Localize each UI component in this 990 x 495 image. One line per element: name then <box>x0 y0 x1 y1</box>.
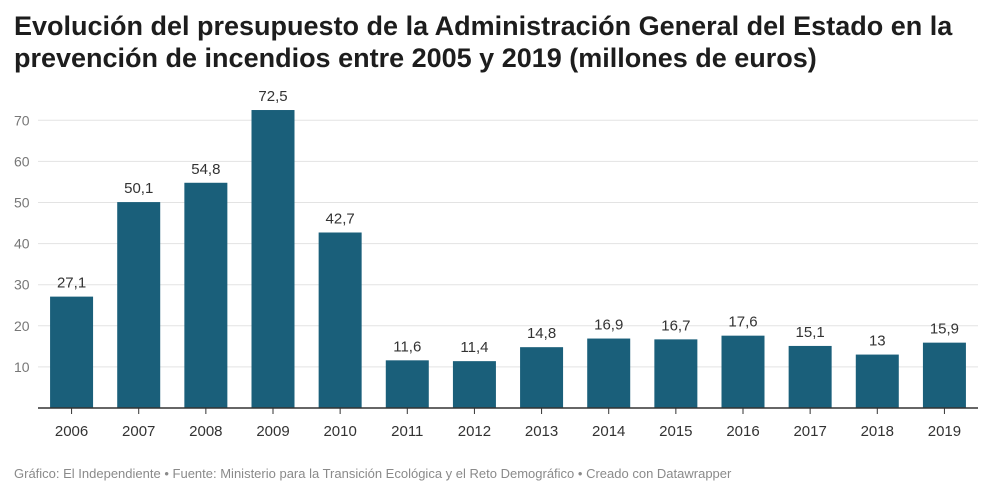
bar-value-label: 14,8 <box>527 325 556 342</box>
bar <box>452 361 496 408</box>
x-tick-label: 2010 <box>323 423 356 440</box>
x-tick-label: 2011 <box>391 423 423 440</box>
gridlines <box>38 119 978 368</box>
bar <box>721 335 765 408</box>
bar <box>520 347 564 408</box>
bar-value-label: 72,5 <box>258 88 287 105</box>
y-axis-ticks: 10 20 30 40 50 60 70 <box>14 112 30 375</box>
x-tick-label: 2018 <box>861 423 894 440</box>
bar-value-label: 15,1 <box>796 324 825 341</box>
bar <box>251 110 295 409</box>
bar <box>654 339 698 408</box>
x-tick-label: 2008 <box>189 423 222 440</box>
bar <box>855 354 899 408</box>
x-tick-label: 2019 <box>928 423 961 440</box>
chart-title: Evolución del presupuesto de la Administ… <box>14 11 953 73</box>
y-tick-label: 50 <box>14 195 30 211</box>
bar-value-label: 11,6 <box>393 338 421 355</box>
bar-value-label: 17,6 <box>728 314 757 331</box>
x-tick-label: 2017 <box>793 423 826 440</box>
footer-graphic-credit: Gráfico: El Independiente <box>14 466 161 481</box>
y-tick-label: 70 <box>14 112 30 128</box>
bar <box>788 345 832 408</box>
bar <box>922 342 966 408</box>
x-tick-label: 2015 <box>659 423 692 440</box>
bar <box>50 296 94 408</box>
bar-value-label: 16,7 <box>661 317 690 334</box>
bar <box>385 360 429 408</box>
bars <box>50 110 966 409</box>
y-tick-label: 40 <box>14 236 30 252</box>
x-tick-label: 2014 <box>592 423 625 440</box>
bar-value-label: 16,9 <box>594 317 623 334</box>
x-tick-label: 2016 <box>726 423 759 440</box>
bar <box>587 338 631 408</box>
y-tick-label: 60 <box>14 153 30 169</box>
bar <box>117 202 161 408</box>
footer-source: Fuente: Ministerio para la Transición Ec… <box>172 466 575 481</box>
value-labels: 27,1 50,1 54,8 72,5 42,7 11,6 11,4 14,8 16,9 16,7… <box>57 88 959 356</box>
y-tick-label: 10 <box>14 359 30 375</box>
x-tick-label: 2006 <box>55 423 88 440</box>
bar-value-label: 42,7 <box>326 211 355 228</box>
x-tick-label: 2009 <box>256 423 289 440</box>
x-tick-label: 2012 <box>458 423 491 440</box>
bar <box>184 182 228 408</box>
footer-separator: • <box>164 466 169 481</box>
bar <box>318 232 362 408</box>
bar-value-label: 13 <box>869 333 886 350</box>
x-axis-ticks: 2006 2007 2008 2009 2010 2011 2012 2013 2014 2015… <box>55 408 961 440</box>
bar-chart: 10 20 30 40 50 60 70 27,1 50,1 54,8 72,5 42,7 11,6 1… <box>14 88 978 440</box>
x-tick-label: 2007 <box>122 423 155 440</box>
bar-value-label: 50,1 <box>124 180 153 197</box>
bar-value-label: 27,1 <box>57 275 86 292</box>
footer-separator: • <box>577 466 583 481</box>
bar-value-label: 15,9 <box>930 321 959 338</box>
y-tick-label: 20 <box>14 318 30 334</box>
x-tick-label: 2013 <box>525 423 558 440</box>
footer-created-with: Creado con Datawrapper <box>586 466 732 481</box>
y-tick-label: 30 <box>14 277 30 293</box>
bar-value-label: 11,4 <box>460 339 488 356</box>
bar-value-label: 54,8 <box>191 161 220 178</box>
footer: Gráfico: El Independiente • Fuente: Mini… <box>14 466 731 481</box>
